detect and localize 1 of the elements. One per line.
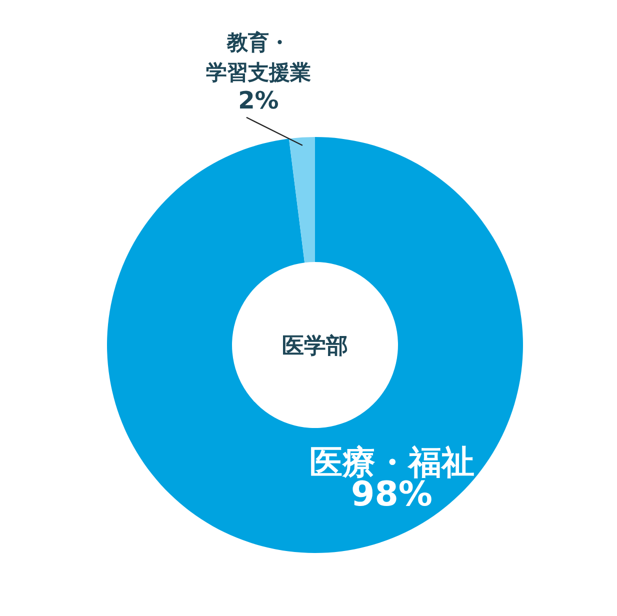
title: 医学部 bbox=[282, 334, 348, 358]
